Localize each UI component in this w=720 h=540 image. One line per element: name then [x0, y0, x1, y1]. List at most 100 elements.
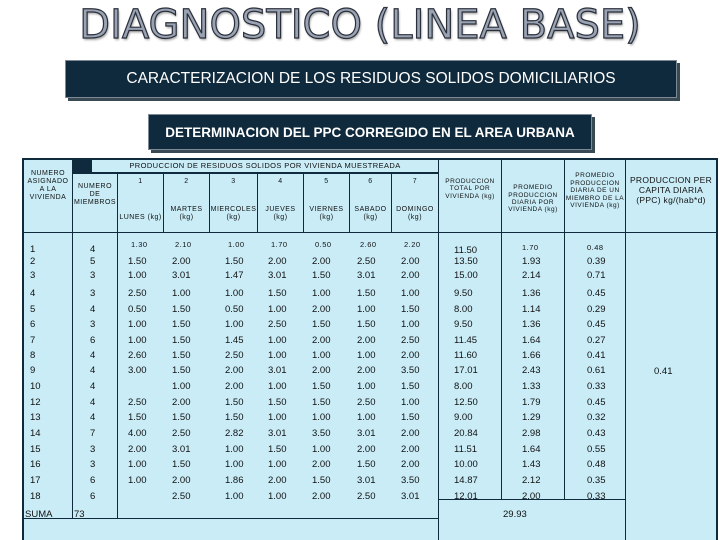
cell-day-4: 2.00	[268, 256, 287, 267]
cell-promedio-miembro: 0.29	[587, 304, 606, 315]
cell-day-2: 1.00	[172, 381, 191, 392]
cell-promedio: 1.29	[522, 412, 541, 423]
cell-vivienda: 12	[30, 397, 41, 408]
cell-total: 9.00	[454, 412, 473, 423]
cell-day-7: 2.20	[404, 240, 421, 249]
cell-day-6: 1.00	[357, 350, 376, 361]
cell-promedio: 2.43	[522, 365, 541, 376]
day-number: 7	[412, 178, 418, 185]
cell-day-5: 1.50	[312, 319, 331, 330]
cell-miembros: 4	[90, 381, 96, 392]
cell-day-6: 3.01	[357, 270, 376, 281]
cell-day-7: 3.50	[401, 475, 420, 486]
cell-day-2: 1.50	[172, 335, 191, 346]
cell-day-2: 2.10	[175, 240, 192, 249]
ppc-value: 0.41	[654, 366, 673, 377]
cell-promedio-miembro: 0.39	[587, 256, 606, 267]
cell-day-5: 1.50	[312, 475, 331, 486]
cell-promedio-miembro: 0.32	[587, 412, 606, 423]
cell-day-5: 1.00	[312, 412, 331, 423]
cell-day-2: 1.50	[172, 365, 191, 376]
cell-promedio-miembro: 0.55	[587, 444, 606, 455]
cell-miembros: 6	[90, 475, 96, 486]
cell-day-4: 1.50	[268, 444, 287, 455]
cell-day-7: 3.50	[401, 365, 420, 376]
cell-promedio-miembro: 0.41	[587, 350, 606, 361]
cell-day-5: 2.00	[312, 256, 331, 267]
page-title: DIAGNOSTICO (LINEA BASE)	[79, 1, 642, 48]
cell-day-4: 1.00	[268, 304, 287, 315]
header-ppc: PRODUCCION PER CAPITA DIARIA (PPC) kg/(h…	[626, 160, 716, 232]
cell-total: 8.00	[454, 381, 473, 392]
cell-day-3: 2.00	[225, 381, 244, 392]
cell-day-7: 2.00	[401, 444, 420, 455]
cell-promedio: 2.98	[522, 428, 541, 439]
cell-day-3: 1.00	[225, 288, 244, 299]
cell-day-1: 2.60	[128, 350, 147, 361]
cell-day-6: 2.00	[357, 335, 376, 346]
cell-day-6: 1.50	[357, 319, 376, 330]
day-header-6: 6 SABADO (kg)	[350, 174, 391, 232]
cell-miembros: 4	[90, 350, 96, 361]
cell-total: 11.51	[454, 444, 478, 455]
body-days-area	[118, 233, 438, 518]
cell-day-2: 1.00	[172, 288, 191, 299]
day-label: MIERCOLES (kg)	[210, 205, 257, 221]
cell-promedio: 1.36	[522, 319, 541, 330]
section-text: DETERMINACION DEL PPC CORREGIDO EN EL AR…	[165, 124, 575, 140]
cell-promedio-miembro: 0.48	[587, 243, 604, 252]
cell-day-4: 1.00	[268, 350, 287, 361]
cell-vivienda: 18	[30, 491, 41, 502]
cell-vivienda: 15	[30, 444, 41, 455]
cell-vivienda: 7	[30, 335, 36, 346]
cell-day-5: 2.00	[312, 459, 331, 470]
cell-day-6: 2.00	[357, 444, 376, 455]
cell-day-7: 3.01	[401, 491, 420, 502]
cell-day-4: 1.00	[268, 412, 287, 423]
cell-miembros: 3	[90, 270, 96, 281]
cell-miembros: 4	[90, 304, 96, 315]
cell-day-6: 2.50	[357, 397, 376, 408]
cell-promedio-miembro: 0.45	[587, 397, 606, 408]
cell-miembros: 3	[90, 288, 96, 299]
cell-day-7: 1.00	[401, 397, 420, 408]
cell-day-2: 1.50	[172, 304, 191, 315]
cell-vivienda: 6	[30, 319, 36, 330]
cell-day-5: 0.50	[315, 240, 332, 249]
cell-miembros: 3	[90, 319, 96, 330]
cell-miembros: 4	[90, 244, 96, 255]
cell-day-2: 2.00	[172, 475, 191, 486]
cell-total: 11.50	[454, 245, 478, 256]
cell-vivienda: 16	[30, 459, 41, 470]
cell-vivienda: 17	[30, 475, 41, 486]
cell-day-3: 1.50	[225, 256, 244, 267]
cell-day-7: 1.00	[401, 288, 420, 299]
day-label: DOMINGO (kg)	[396, 205, 434, 221]
cell-day-4: 1.00	[268, 491, 287, 502]
cell-day-7: 2.00	[401, 428, 420, 439]
day-label: SABADO (kg)	[354, 205, 387, 221]
header-total: PRODUCCION TOTAL POR VIVIENDA (kg)	[439, 160, 501, 232]
cell-day-3: 2.00	[225, 365, 244, 376]
cell-promedio-miembro: 0.35	[587, 475, 606, 486]
cell-day-3: 1.47	[225, 270, 244, 281]
day-number: 4	[278, 178, 283, 185]
cell-day-6: 1.00	[357, 304, 376, 315]
cell-promedio: 1.70	[522, 243, 539, 252]
cell-day-7: 1.50	[401, 412, 420, 423]
cell-promedio: 1.64	[522, 444, 541, 455]
day-header-4: 4 JUEVES (kg)	[258, 174, 303, 232]
cell-total: 9.50	[454, 319, 473, 330]
cell-promedio: 1.33	[522, 381, 541, 392]
cell-day-1: 2.50	[128, 397, 147, 408]
cell-day-2: 1.50	[172, 459, 191, 470]
cell-day-3: 2.50	[225, 350, 244, 361]
cell-vivienda: 2	[30, 256, 36, 267]
cell-miembros: 3	[90, 444, 96, 455]
cell-miembros: 7	[90, 428, 96, 439]
subtitle-banner: CARACTERIZACION DE LOS RESIDUOS SOLIDOS …	[65, 60, 677, 98]
cell-total: 14.87	[454, 475, 478, 486]
cell-day-4: 3.01	[268, 270, 287, 281]
cell-day-2: 1.50	[172, 350, 191, 361]
cell-vivienda: 10	[30, 381, 41, 392]
